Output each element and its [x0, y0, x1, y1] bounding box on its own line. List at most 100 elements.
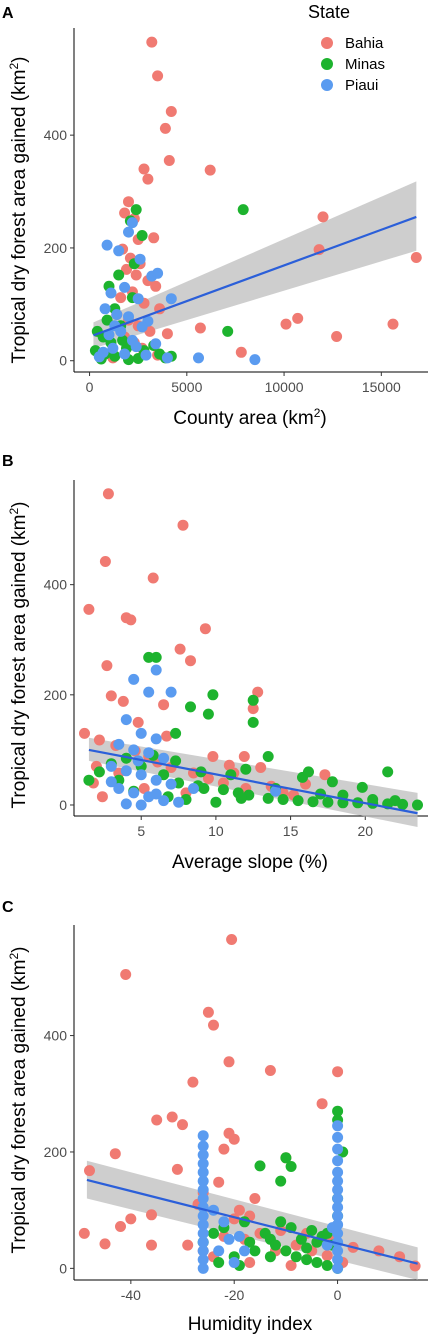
data-point-piaui [197, 1149, 209, 1161]
data-point-bahia [123, 196, 134, 208]
x-tick-label: 5000 [171, 379, 202, 395]
panel-label: A [2, 5, 14, 22]
data-point-bahia [177, 1119, 188, 1131]
data-point-bahia [316, 1098, 328, 1110]
data-point-bahia [99, 1238, 111, 1250]
data-point-bahia [319, 769, 331, 781]
data-point-piaui [99, 303, 111, 315]
data-point-minas [247, 716, 259, 728]
panel-b: B Tropical dry forest area gained (km2) … [2, 453, 428, 873]
data-point-bahia [238, 751, 250, 762]
data-point-piaui [239, 1245, 250, 1257]
data-point-minas [290, 1251, 302, 1263]
data-point-piaui [152, 267, 164, 279]
data-point-bahia [255, 762, 267, 773]
data-point-piaui [120, 765, 132, 777]
data-point-bahia [138, 163, 150, 175]
data-point-bahia [244, 1257, 256, 1268]
data-point-piaui [332, 1120, 344, 1132]
data-point-piaui [119, 281, 131, 293]
data-point-minas [244, 1236, 256, 1248]
data-point-piaui [111, 309, 123, 320]
data-point-minas [262, 751, 274, 762]
trend-line [86, 1178, 418, 1265]
y-axis-label: Tropical dry forest area gained (km2) [7, 502, 30, 809]
data-point-minas [207, 689, 219, 701]
panel-label: B [2, 453, 14, 470]
data-point-bahia [252, 686, 264, 698]
data-point-piaui [143, 747, 155, 759]
data-point-piaui [188, 783, 199, 794]
data-point-bahia [226, 934, 238, 945]
y-axis-label: Tropical dry forest area gained (km2) [7, 57, 30, 364]
data-point-minas [247, 694, 259, 706]
data-point-minas [198, 783, 210, 794]
data-point-bahia [249, 1193, 261, 1204]
data-point-minas [280, 1245, 292, 1257]
x-axis-label: County area (km2) [173, 406, 326, 429]
legend: State Bahia Minas Piaui [308, 2, 385, 94]
data-point-piaui [326, 1222, 338, 1234]
y-tick-label: 0 [59, 1260, 67, 1276]
data-point-bahia [174, 643, 186, 655]
x-tick-label: 15 [283, 823, 299, 839]
data-point-bahia [264, 1065, 276, 1076]
data-point-piaui [161, 352, 173, 364]
data-point-bahia [228, 1133, 240, 1145]
x-tick-label: 10 [208, 823, 224, 839]
data-point-bahia [387, 318, 399, 330]
data-point-bahia [142, 173, 154, 185]
data-point-bahia [78, 1227, 90, 1239]
data-point-piaui [107, 342, 119, 354]
data-point-bahia [119, 207, 131, 219]
data-point-minas [311, 1257, 323, 1268]
data-point-bahia [109, 1148, 121, 1160]
data-point-piaui [233, 1230, 245, 1242]
data-point-minas [202, 708, 214, 720]
data-point-piaui [223, 1233, 235, 1245]
data-point-bahia [161, 730, 173, 742]
data-point-piaui [158, 752, 170, 764]
data-point-minas [222, 325, 234, 337]
data-point-piaui [213, 1245, 225, 1257]
data-point-bahia [146, 1209, 157, 1221]
data-point-minas [240, 763, 252, 775]
data-point-minas [170, 727, 182, 739]
data-point-bahia [125, 1213, 137, 1225]
data-point-bahia [166, 1111, 178, 1123]
data-point-bahia [115, 292, 127, 304]
data-point-minas [326, 776, 338, 788]
legend-label: Piaui [345, 77, 378, 94]
data-point-bahia [117, 695, 129, 707]
data-point-bahia [152, 70, 164, 82]
y-tick-label: 200 [44, 240, 68, 256]
data-point-bahia [121, 263, 132, 275]
data-point-bahia [247, 703, 259, 715]
legend-swatch-bahia [321, 37, 333, 49]
data-point-piaui [130, 341, 142, 353]
data-point-piaui [143, 686, 155, 698]
data-point-bahia [120, 969, 132, 980]
data-point-piaui [197, 1166, 209, 1178]
data-point-piaui [197, 1184, 209, 1196]
trend-line [93, 215, 417, 337]
data-point-bahia [280, 318, 292, 330]
trend-line [88, 748, 418, 815]
data-point-bahia [132, 716, 144, 728]
data-point-bahia [171, 1163, 183, 1175]
data-point-piaui [332, 1193, 344, 1204]
data-point-piaui [218, 1216, 230, 1228]
data-point-piaui [197, 1262, 209, 1274]
data-point-minas [301, 1242, 313, 1254]
legend-label: Minas [345, 56, 385, 73]
data-point-piaui [132, 293, 144, 305]
data-point-piaui [332, 1143, 344, 1155]
data-point-minas [321, 1260, 333, 1271]
data-point-piaui [113, 783, 125, 794]
data-point-minas [306, 1225, 318, 1236]
data-point-bahia [148, 232, 160, 244]
data-point-bahia [202, 773, 214, 784]
panel-c: C Tropical dry forest area gained (km2) … [2, 899, 428, 1335]
data-point-bahia [83, 603, 95, 615]
data-point-bahia [84, 1165, 95, 1177]
